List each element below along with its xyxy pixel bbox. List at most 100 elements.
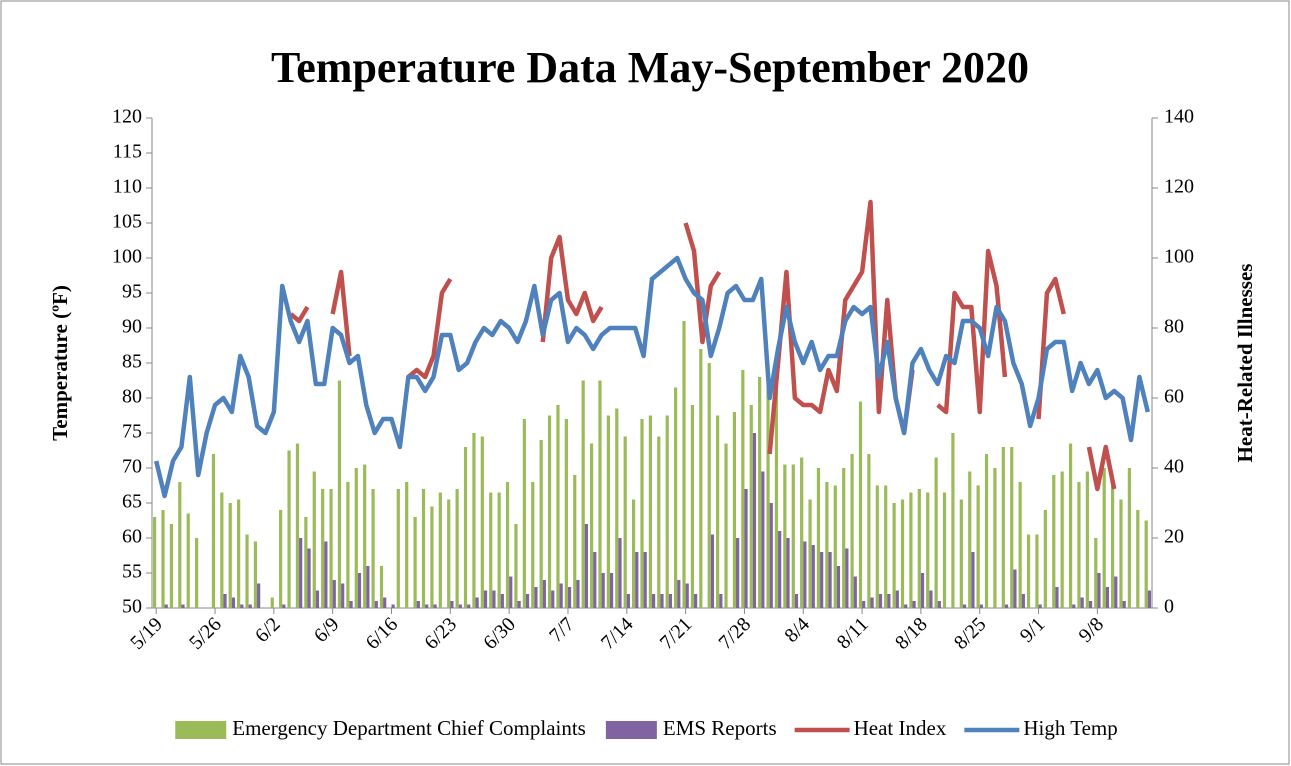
- y2-tick-label: 0: [1164, 596, 1174, 618]
- bar: [405, 482, 409, 608]
- y-tick-label: 120: [112, 106, 142, 128]
- bar: [895, 590, 899, 608]
- bar: [567, 587, 572, 608]
- bar: [1110, 485, 1115, 608]
- bar: [223, 594, 227, 608]
- bar: [505, 482, 510, 608]
- bar: [732, 412, 737, 608]
- bar: [547, 415, 552, 608]
- bar: [581, 380, 585, 608]
- bar: [668, 594, 673, 608]
- bar: [1038, 604, 1042, 608]
- bar: [825, 482, 829, 608]
- bar: [648, 415, 652, 608]
- y2-axis-title: Heat-Related Illnesses: [1233, 264, 1257, 463]
- bar: [682, 321, 686, 608]
- bar: [1114, 576, 1118, 608]
- bar: [1018, 482, 1022, 608]
- bar: [573, 475, 577, 608]
- bar: [186, 513, 190, 608]
- bar: [1080, 597, 1084, 608]
- bar: [542, 580, 546, 608]
- bar: [433, 604, 437, 608]
- y-tick-label: 75: [122, 421, 142, 443]
- bar: [626, 594, 630, 608]
- y-tick-label: 80: [122, 386, 142, 408]
- bar: [455, 489, 459, 608]
- bar: [909, 492, 913, 608]
- bar: [665, 415, 669, 608]
- bar: [463, 447, 468, 608]
- bar: [853, 576, 857, 608]
- bar: [783, 464, 787, 608]
- bar: [850, 454, 854, 608]
- bar: [181, 604, 185, 608]
- bar: [525, 594, 530, 608]
- bar: [472, 433, 476, 608]
- bar: [1102, 468, 1106, 608]
- bar: [480, 436, 484, 608]
- bar: [1068, 443, 1073, 608]
- bar: [979, 604, 983, 608]
- bar: [833, 485, 837, 608]
- bar: [685, 583, 689, 608]
- bar: [716, 415, 720, 608]
- bar: [699, 349, 703, 608]
- y-tick-label: 60: [122, 526, 142, 548]
- y2-tick-label: 120: [1164, 176, 1194, 198]
- bar: [245, 534, 249, 608]
- bar: [811, 545, 815, 608]
- bar: [631, 499, 636, 608]
- bar: [870, 597, 874, 608]
- y2-tick-label: 40: [1164, 456, 1184, 478]
- bar: [497, 492, 501, 608]
- y-tick-label: 50: [122, 596, 142, 618]
- bar: [195, 538, 199, 608]
- bar: [606, 415, 610, 608]
- bar: [416, 601, 420, 608]
- bar: [1010, 447, 1014, 608]
- bar: [391, 604, 395, 608]
- bar: [993, 468, 997, 608]
- bar: [971, 552, 975, 608]
- bar: [371, 489, 375, 608]
- bar: [749, 405, 753, 608]
- bar: [304, 517, 308, 608]
- bar: [660, 594, 664, 608]
- bar: [744, 489, 748, 608]
- bar: [761, 471, 765, 608]
- bar: [321, 489, 325, 608]
- bar: [500, 594, 504, 608]
- bar: [1136, 510, 1140, 608]
- bar: [820, 552, 824, 608]
- bar: [366, 566, 370, 608]
- bar: [551, 590, 555, 608]
- bar: [707, 363, 711, 608]
- bar: [878, 594, 883, 608]
- bar: [337, 380, 342, 608]
- bar: [934, 457, 938, 608]
- bar: [769, 503, 773, 608]
- bar: [383, 597, 387, 608]
- bar: [937, 601, 941, 608]
- bar: [467, 604, 471, 608]
- bar: [315, 590, 320, 608]
- bar: [774, 373, 779, 608]
- bar: [556, 405, 560, 608]
- bar: [1004, 604, 1009, 608]
- bar: [968, 471, 972, 608]
- y-tick-label: 95: [122, 281, 142, 303]
- bar: [240, 604, 244, 608]
- bar: [657, 436, 661, 608]
- bar: [875, 485, 879, 608]
- bar: [282, 604, 286, 608]
- line: [154, 255, 1150, 499]
- bar: [1060, 471, 1064, 608]
- bar: [690, 405, 695, 608]
- bar: [164, 604, 168, 608]
- y-tick-label: 115: [113, 141, 142, 163]
- bar: [1144, 520, 1148, 608]
- bar: [279, 510, 283, 608]
- bar: [307, 548, 311, 608]
